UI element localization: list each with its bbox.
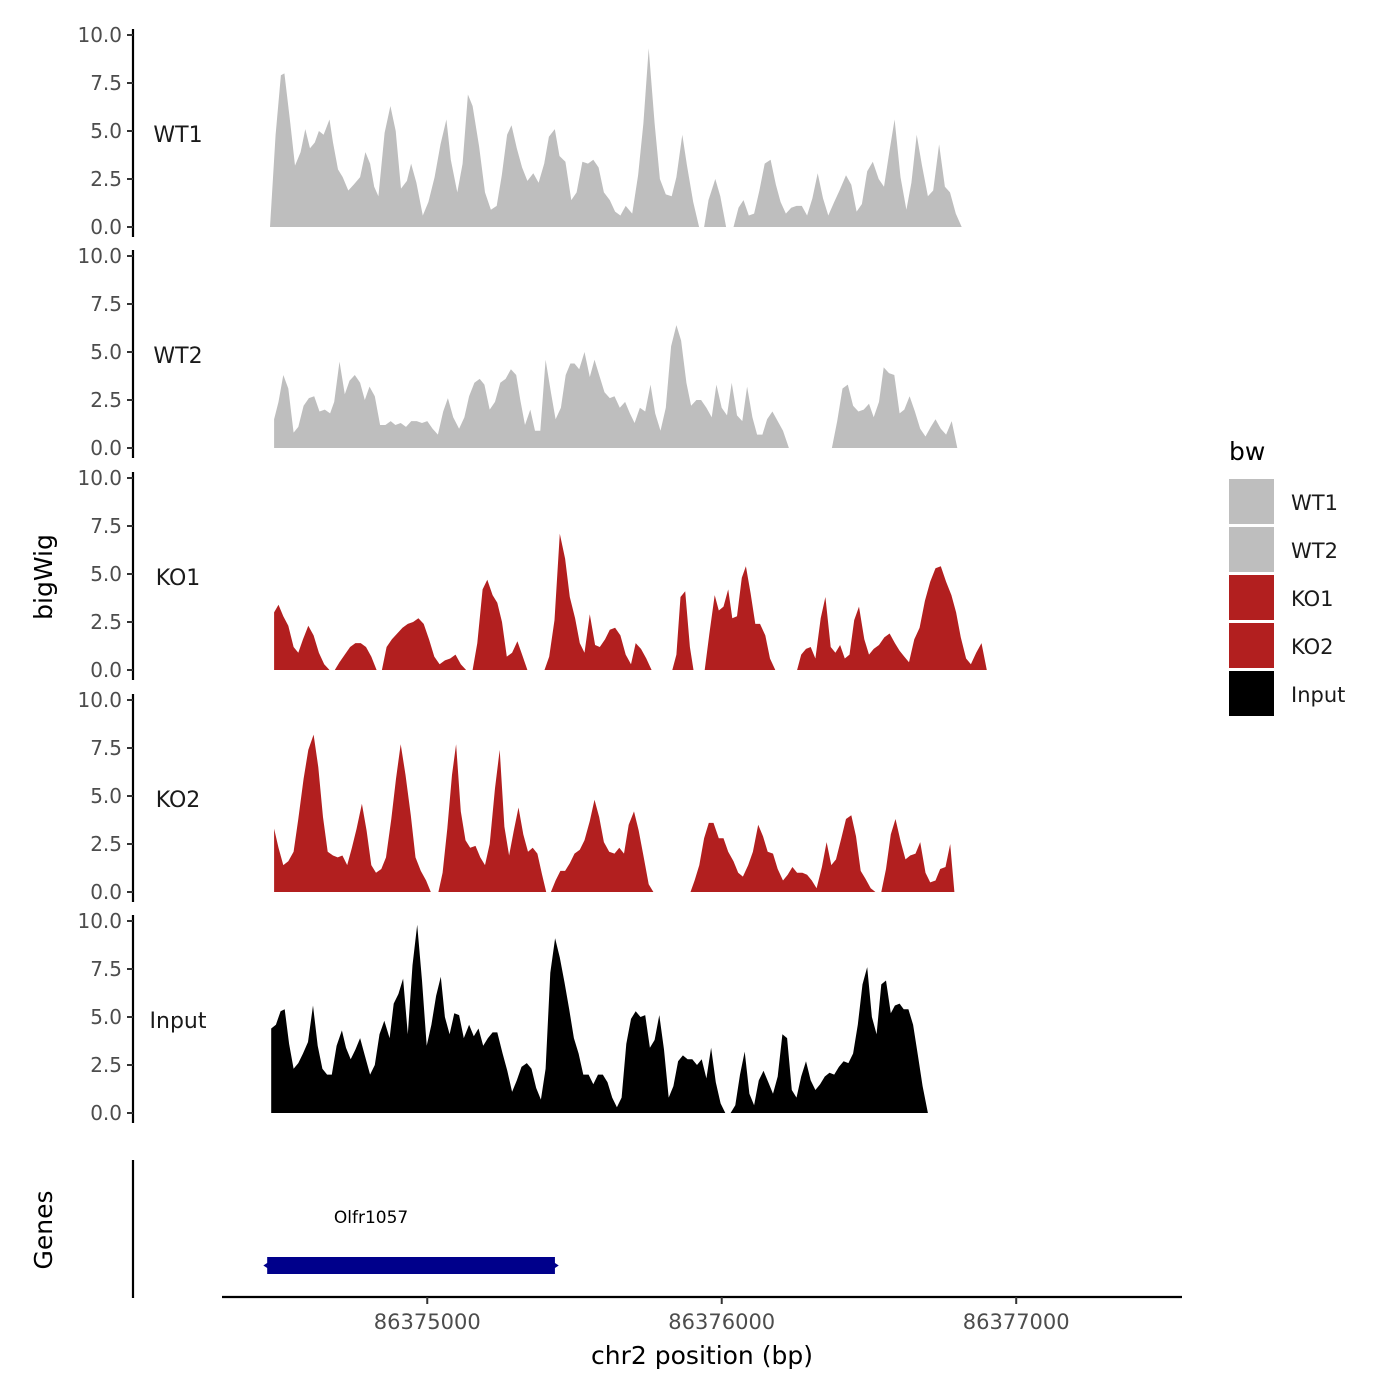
y-tick-label: 5.0 (90, 1005, 122, 1029)
x-tick-label: 86377000 (963, 1310, 1070, 1334)
y-tick-label: 2.5 (90, 167, 122, 191)
gene-olfr1057: Olfr1057 (263, 1208, 559, 1274)
y-tick-label: 7.5 (90, 957, 122, 981)
y-tick-label: 5.0 (90, 562, 122, 586)
track-label: WT2 (153, 344, 202, 369)
signal-area (270, 48, 700, 228)
y-tick-label: 10.0 (77, 23, 122, 47)
legend-key-ko1 (1229, 575, 1274, 620)
y-tick-label: 10.0 (77, 688, 122, 712)
y-tick-label: 0.0 (90, 436, 122, 460)
x-axis: 86375000 86376000 86377000 (222, 1295, 1182, 1334)
y-tick-label: 7.5 (90, 514, 122, 538)
y-tick-label: 2.5 (90, 832, 122, 856)
legend-label: KO1 (1291, 587, 1334, 611)
legend-title: bw (1229, 437, 1265, 466)
y-tick-label: 0.0 (90, 1101, 122, 1125)
signal-area (730, 967, 928, 1113)
signal-area (472, 579, 528, 670)
y-tick-label: 0.0 (90, 658, 122, 682)
y-tick-label: 5.0 (90, 119, 122, 143)
signal-tracks: 0.02.55.07.510.0WT10.02.55.07.510.0WT20.… (77, 23, 987, 1125)
y-tick-label: 2.5 (90, 1053, 122, 1077)
track-wt1: 0.0 2.5 5.0 7.5 10.0 WT1 (77, 23, 962, 239)
gene-label: Olfr1057 (334, 1208, 408, 1228)
x-axis-title: chr2 position (bp) (591, 1341, 813, 1370)
track-wt2: 0.0 2.5 5.0 7.5 10.0 WT2 (77, 244, 958, 460)
legend-key-input (1229, 671, 1274, 716)
y-tick-label: 2.5 (90, 388, 122, 412)
legend-key-ko2 (1229, 623, 1274, 668)
y-tick-label: 2.5 (90, 610, 122, 634)
signal-area (881, 819, 955, 892)
legend-label: KO2 (1291, 635, 1334, 659)
strand-arrow-right (546, 1258, 559, 1273)
signal-area (544, 533, 652, 670)
signal-area (271, 924, 726, 1113)
track-input: 0.0 2.5 5.0 7.5 10.0 Input (77, 909, 928, 1125)
signal-area (690, 815, 876, 892)
track-label: KO1 (156, 566, 201, 591)
y-tick-label: 10.0 (77, 466, 122, 490)
signal-area (381, 618, 467, 670)
y-tick-label: 7.5 (90, 292, 122, 316)
signal-area (550, 799, 654, 892)
signal-area (704, 566, 776, 670)
y-tick-label: 0.0 (90, 215, 122, 239)
legend-label: WT1 (1291, 491, 1338, 515)
signal-area (438, 744, 547, 892)
legend-key-wt1 (1229, 479, 1274, 524)
track-label: KO2 (156, 788, 201, 813)
y-tick-label: 0.0 (90, 880, 122, 904)
gene-track: Olfr1057 (131, 1160, 559, 1298)
track-ko2: 0.0 2.5 5.0 7.5 10.0 KO2 (77, 688, 955, 904)
signal-area (672, 591, 694, 670)
y-tick-label: 10.0 (77, 244, 122, 268)
track-ko1: 0.0 2.5 5.0 7.5 10.0 KO1 (77, 466, 987, 682)
signal-area (274, 325, 789, 448)
y-tick-label: 5.0 (90, 340, 122, 364)
signal-area (797, 566, 987, 670)
signal-area (733, 119, 962, 227)
legend-key-wt2 (1229, 527, 1274, 572)
track-label: Input (150, 1009, 207, 1034)
y-tick-label: 10.0 (77, 909, 122, 933)
legend: bw WT1 WT2 KO1 KO2 Input (1229, 437, 1345, 716)
genes-axis-title: Genes (29, 1190, 58, 1269)
y-tick-label: 7.5 (90, 71, 122, 95)
x-tick-label: 86376000 (668, 1310, 775, 1334)
signal-area (274, 604, 330, 670)
legend-label: Input (1291, 683, 1345, 707)
track-label: WT1 (153, 123, 202, 148)
y-tick-label: 7.5 (90, 736, 122, 760)
signal-area (704, 179, 727, 227)
strand-arrow-left (263, 1258, 276, 1273)
signal-area (274, 734, 431, 892)
y-tick-label: 5.0 (90, 784, 122, 808)
gene-body (267, 1257, 555, 1274)
y-axis-title: bigWig (29, 534, 58, 620)
legend-label: WT2 (1291, 539, 1338, 563)
x-tick-label: 86375000 (374, 1310, 481, 1334)
signal-area (334, 643, 377, 670)
signal-area (831, 367, 958, 448)
